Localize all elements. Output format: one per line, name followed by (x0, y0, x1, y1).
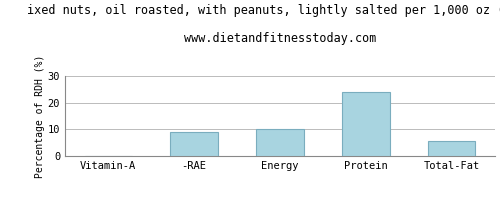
Bar (342, 92, 390, 156)
Text: www.dietandfitnesstoday.com: www.dietandfitnesstoday.com (184, 32, 376, 45)
Bar (170, 132, 218, 156)
Bar (428, 141, 476, 156)
Text: ixed nuts, oil roasted, with peanuts, lightly salted per 1,000 oz (or 2: ixed nuts, oil roasted, with peanuts, li… (27, 4, 500, 17)
Bar (256, 129, 304, 156)
Y-axis label: Percentage of RDH (%): Percentage of RDH (%) (35, 54, 45, 178)
